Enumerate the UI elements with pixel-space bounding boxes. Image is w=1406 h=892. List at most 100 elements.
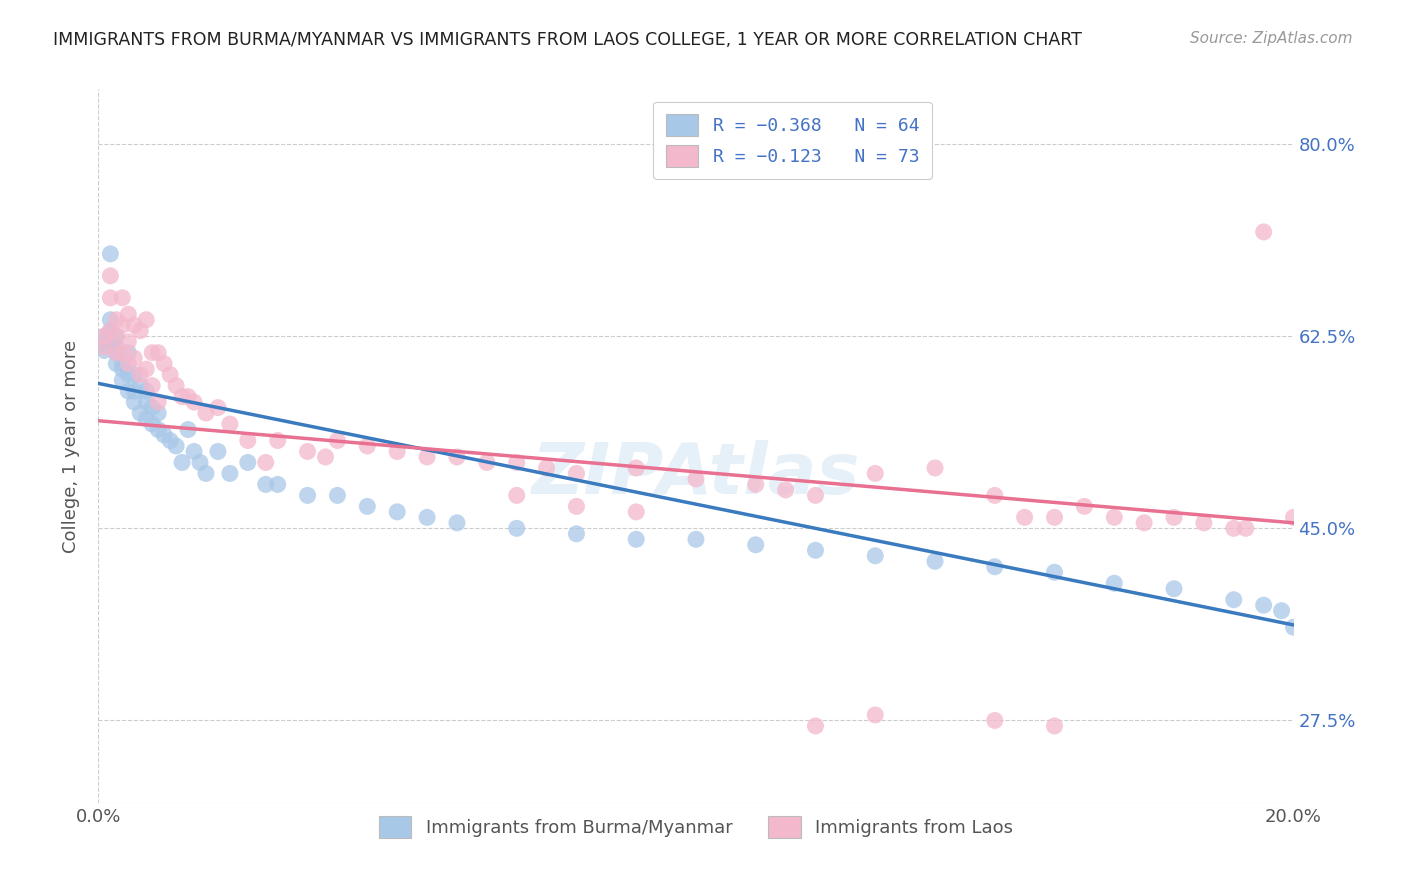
Point [165,439,187,453]
Point [565,500,588,514]
Point [165,378,187,392]
Point [148,395,170,409]
Point [685,472,707,486]
Point [1043,510,1066,524]
Point [117,357,139,371]
Point [177,390,200,404]
Point [804,719,827,733]
Text: IMMIGRANTS FROM BURMA/MYANMAR VS IMMIGRANTS FROM LAOS COLLEGE, 1 YEAR OR MORE CO: IMMIGRANTS FROM BURMA/MYANMAR VS IMMIGRA… [53,31,1083,49]
Point [105,312,128,326]
Point [159,434,181,448]
Point [183,444,205,458]
Point [105,345,128,359]
Point [297,444,319,458]
Point [135,362,157,376]
Point [135,395,157,409]
Point [117,384,139,398]
Point [219,467,242,481]
Point [135,411,157,425]
Point [356,500,378,514]
Point [356,439,378,453]
Point [141,378,163,392]
Point [159,368,181,382]
Point [177,423,200,437]
Point [105,357,128,371]
Point [626,505,648,519]
Point [93,329,115,343]
Point [117,307,139,321]
Point [111,291,134,305]
Point [1223,592,1246,607]
Point [1253,225,1275,239]
Point [98,268,122,283]
Point [924,461,946,475]
Point [984,559,1007,574]
Point [141,417,163,431]
Point [111,362,134,376]
Point [111,357,134,371]
Point [1104,510,1126,524]
Point [315,450,337,464]
Point [326,434,349,448]
Point [98,334,122,349]
Point [153,357,176,371]
Point [93,337,115,351]
Point [172,455,194,469]
Point [195,467,218,481]
Text: ZIPAtlas: ZIPAtlas [531,440,860,509]
Point [172,390,194,404]
Point [135,312,157,326]
Point [984,488,1007,502]
Point [195,406,218,420]
Point [1282,510,1305,524]
Point [1282,620,1305,634]
Point [685,533,707,547]
Point [254,455,277,469]
Point [267,477,290,491]
Point [236,434,259,448]
Point [1253,598,1275,612]
Point [124,318,146,333]
Point [98,247,122,261]
Point [416,450,439,464]
Point [626,533,648,547]
Point [111,318,134,333]
Point [1163,582,1185,596]
Point [188,455,211,469]
Point [117,368,139,382]
Point [745,538,768,552]
Point [536,461,558,475]
Point [1014,510,1036,524]
Point [775,483,797,497]
Point [111,373,134,387]
Point [506,455,529,469]
Point [148,406,170,420]
Point [141,401,163,415]
Point [565,526,588,541]
Legend: Immigrants from Burma/Myanmar, Immigrants from Laos: Immigrants from Burma/Myanmar, Immigrant… [370,807,1022,847]
Point [446,450,468,464]
Point [129,324,152,338]
Point [111,345,134,359]
Point [865,549,887,563]
Point [326,488,349,502]
Point [385,444,409,458]
Point [129,378,152,392]
Point [124,351,146,366]
Point [93,340,115,354]
Point [475,455,498,469]
Point [98,312,122,326]
Point [183,395,205,409]
Point [129,368,152,382]
Point [129,406,152,420]
Point [865,467,887,481]
Point [117,334,139,349]
Point [124,368,146,382]
Point [297,488,319,502]
Point [93,329,115,343]
Point [207,401,229,415]
Point [219,417,242,431]
Point [148,345,170,359]
Point [506,488,529,502]
Point [1043,566,1066,580]
